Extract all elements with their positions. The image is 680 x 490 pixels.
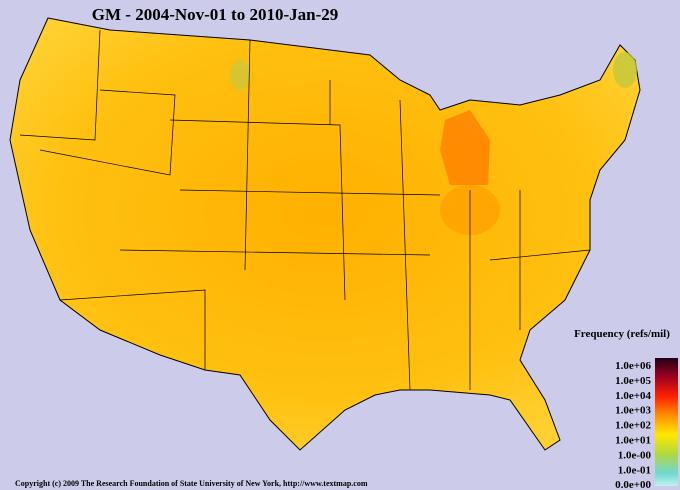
legend-label: 1.0e+06: [615, 360, 651, 372]
map-title: GM - 2004-Nov-01 to 2010-Jan-29: [92, 5, 338, 24]
copyright: Copyright (c) 2009 The Research Foundati…: [15, 479, 368, 488]
legend-labels: 1.0e+06 1.0e+05 1.0e+04 1.0e+03 1.0e+02 1.0e+…: [615, 360, 651, 490]
legend-label: 1.0e+01: [615, 435, 651, 447]
montana-region: [230, 60, 250, 90]
legend-color-bar: [655, 358, 678, 486]
legend-label: 1.0e-01: [618, 464, 651, 476]
us-map: [9, 17, 641, 451]
legend-label: 1.0e+04: [615, 390, 651, 402]
maine-region: [613, 52, 637, 88]
legend-label: 0.0e+00: [615, 479, 651, 490]
legend-label: 1.0e-00: [618, 449, 652, 461]
legend-label: 1.0e+03: [615, 405, 651, 417]
legend-label: 1.0e+02: [615, 420, 651, 432]
michigan-region: [440, 110, 490, 185]
legend-title: Frequency (refs/mil): [574, 328, 670, 340]
legend-label: 1.0e+05: [615, 375, 651, 387]
state-borders: [19, 29, 591, 391]
